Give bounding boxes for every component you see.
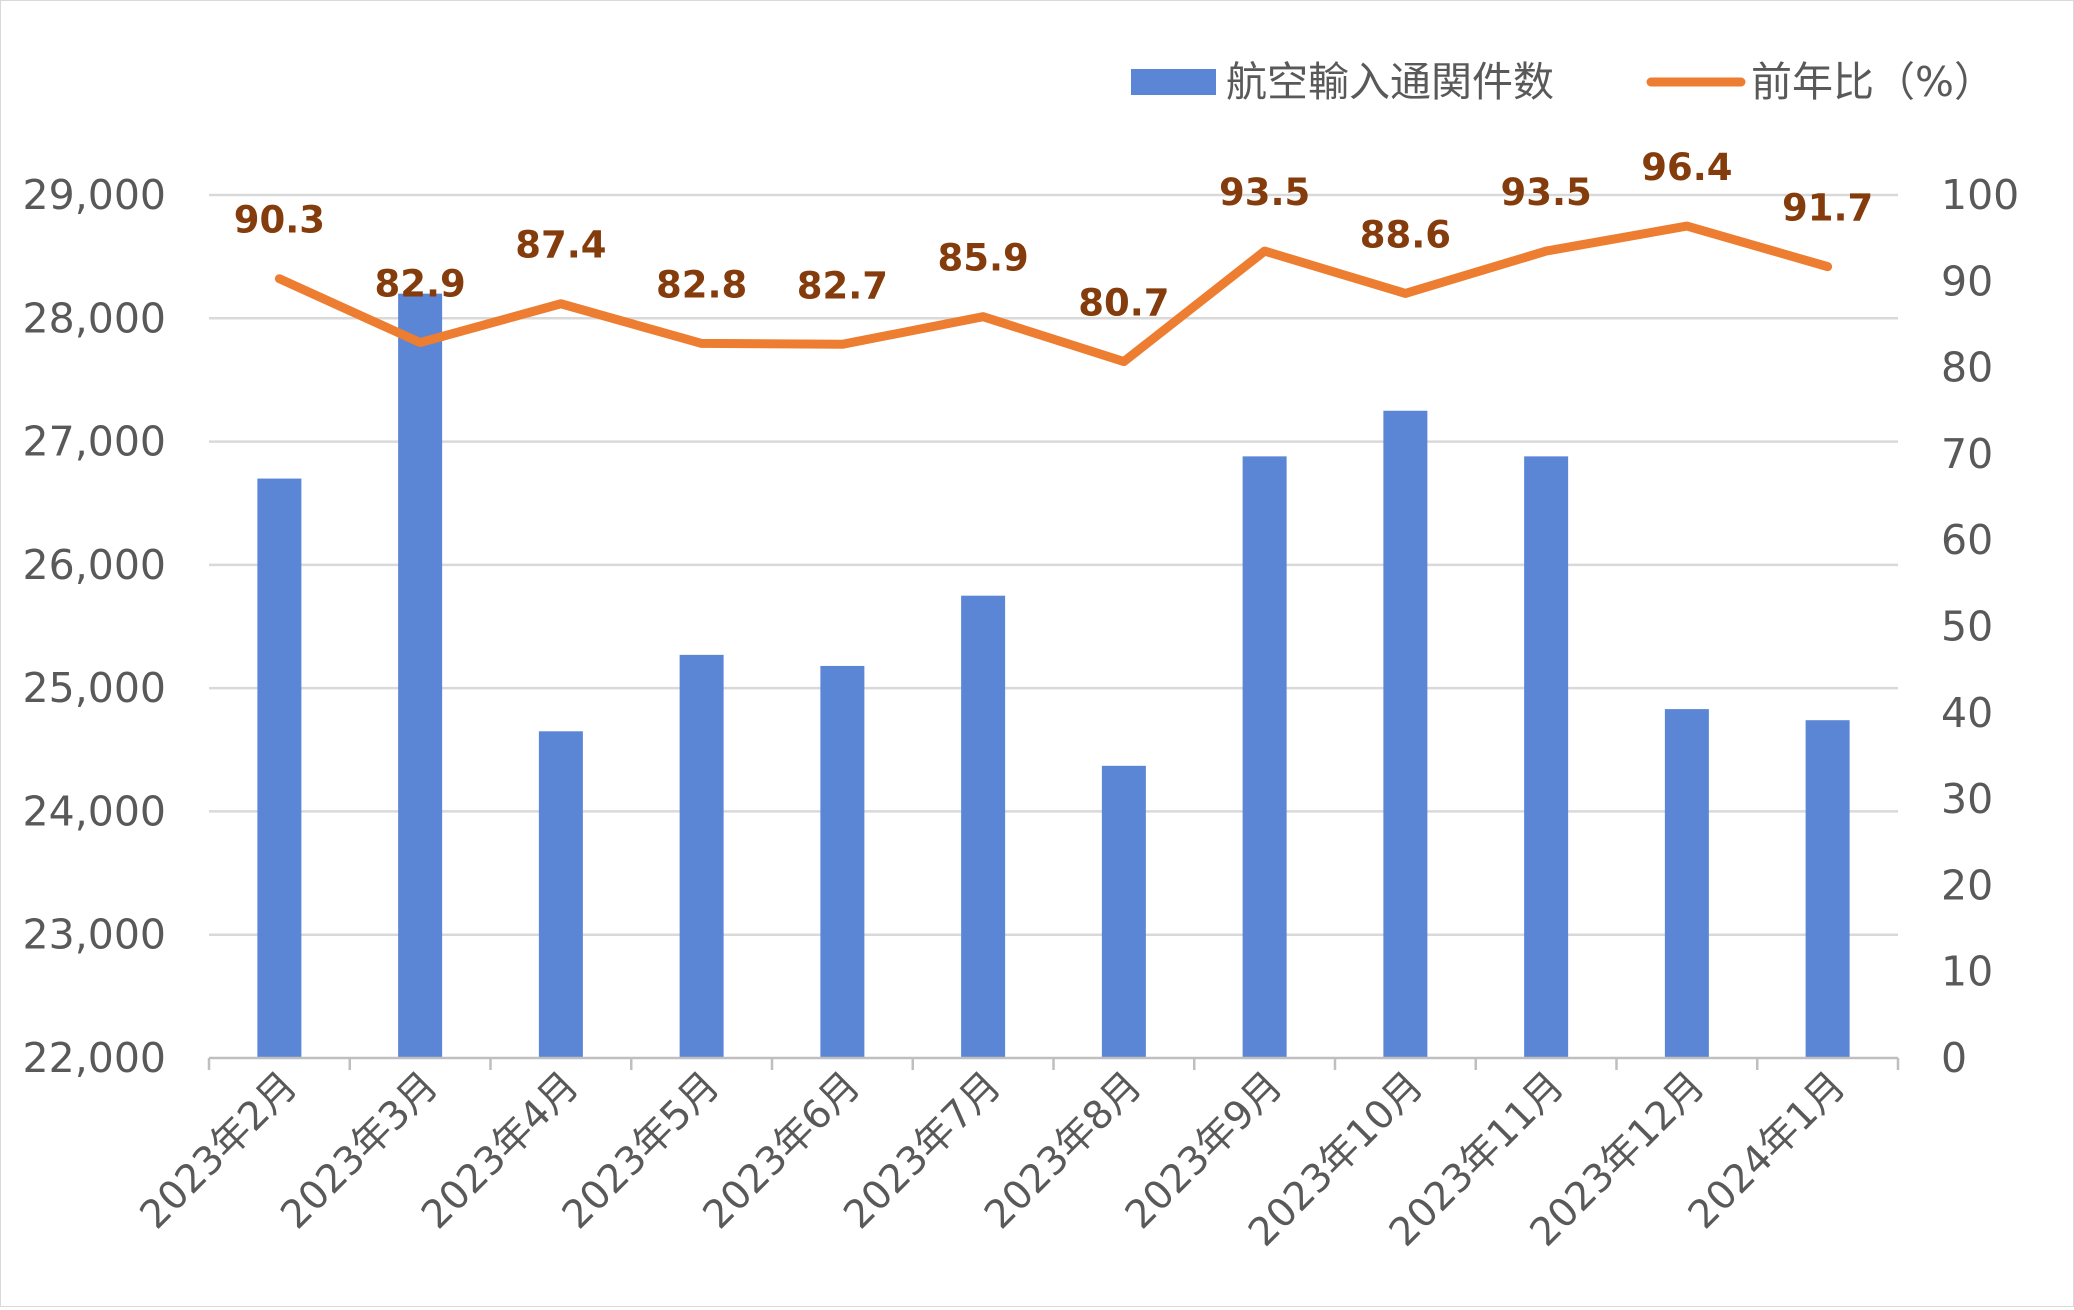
data-label: 82.8 [656, 263, 747, 306]
bar [1664, 709, 1709, 1058]
data-labels: 90.3 82.9 87.4 82.8 82.7 85.9 80.7 93.5 88.6 93.5… [234, 146, 1874, 324]
legend-label-line: 前年比（%） [1751, 58, 1995, 106]
bar [1524, 456, 1569, 1058]
bar [961, 595, 1006, 1058]
y-right-tick-label: 30 [1941, 775, 1993, 823]
data-label: 90.3 [234, 199, 325, 242]
data-label: 91.7 [1782, 187, 1873, 230]
bar [257, 478, 302, 1058]
legend: 航空輸入通関件数 前年比（%） [1131, 58, 1995, 106]
y-right-tick-label: 90 [1941, 257, 1993, 305]
y-left-tick-label: 28,000 [23, 294, 166, 342]
bar [1101, 765, 1146, 1058]
bar [1242, 456, 1287, 1058]
y-right-tick-label: 0 [1941, 1034, 1967, 1082]
data-label: 87.4 [515, 224, 606, 267]
data-label: 85.9 [937, 237, 1028, 280]
data-label: 93.5 [1219, 171, 1310, 214]
bar [538, 731, 583, 1058]
y-right-tick-label: 80 [1941, 344, 1993, 392]
axes: 22,000 23,000 24,000 25,000 26,000 27,000 28,0… [23, 171, 2020, 1256]
y-right-tick-label: 10 [1941, 948, 1993, 996]
bar [1805, 720, 1850, 1058]
y-right-tick-label: 100 [1941, 171, 2019, 219]
data-label: 82.7 [797, 264, 888, 307]
data-label: 88.6 [1360, 213, 1451, 256]
line-series-path [274, 221, 1833, 367]
y-right-tick-label: 40 [1941, 689, 1993, 737]
y-left-tick-label: 24,000 [23, 787, 166, 835]
bar [820, 665, 865, 1058]
y-left-tick-label: 23,000 [23, 911, 166, 959]
y-right-tick-label: 20 [1941, 861, 1993, 909]
y-left-tick-label: 27,000 [23, 418, 166, 466]
y-right-tick-label: 70 [1941, 430, 1993, 478]
y-left-tick-label: 26,000 [23, 541, 166, 589]
bar [1383, 410, 1428, 1058]
data-label: 93.5 [1500, 171, 1591, 214]
bar [679, 654, 724, 1058]
y-left-tick-label: 22,000 [23, 1034, 166, 1082]
data-label: 96.4 [1641, 146, 1732, 189]
bar-series [257, 293, 1850, 1059]
gridlines [209, 193, 1898, 936]
legend-label-bar: 航空輸入通関件数 [1226, 58, 1554, 106]
line-series [274, 221, 1833, 367]
y-right-tick-label: 60 [1941, 516, 1993, 564]
y-right-tick-label: 50 [1941, 603, 1993, 651]
data-label: 82.9 [374, 263, 465, 306]
bar [398, 293, 443, 1059]
data-label: 80.7 [1078, 282, 1169, 325]
legend-swatch-bar [1131, 69, 1216, 95]
y-left-tick-label: 29,000 [23, 171, 166, 219]
y-left-tick-label: 25,000 [23, 664, 166, 712]
